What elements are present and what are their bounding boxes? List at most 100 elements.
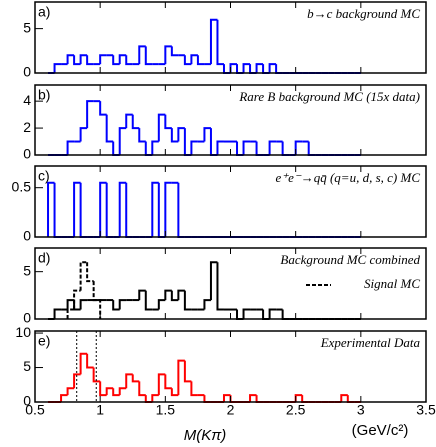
histogram-bin bbox=[255, 63, 264, 73]
histogram-bin bbox=[118, 181, 127, 237]
histogram-bin bbox=[79, 127, 88, 142]
histogram-bin bbox=[66, 299, 75, 310]
histogram-bin bbox=[73, 373, 81, 389]
histogram-bin bbox=[268, 308, 277, 319]
histogram-bin bbox=[170, 46, 179, 57]
histogram-bin bbox=[275, 64, 283, 74]
histogram-bin bbox=[144, 46, 153, 66]
histogram-bin bbox=[138, 289, 146, 301]
histogram-bin bbox=[125, 55, 133, 66]
histogram-bin bbox=[79, 299, 88, 310]
x-tick-label: 0.5 bbox=[25, 402, 45, 418]
histogram-bin bbox=[151, 140, 159, 155]
histogram-bin bbox=[164, 181, 172, 237]
histogram-bin bbox=[73, 289, 81, 310]
histogram-bin bbox=[99, 101, 107, 116]
y-tick-label: 5 bbox=[23, 358, 31, 374]
histogram-bin bbox=[307, 141, 316, 156]
panel-label: d) bbox=[38, 250, 50, 266]
histogram-bin bbox=[190, 54, 198, 65]
histogram-bin bbox=[281, 141, 290, 156]
histogram-bin bbox=[177, 359, 185, 396]
histogram-bin bbox=[125, 182, 133, 238]
histogram-bin bbox=[151, 394, 159, 402]
histogram-bin bbox=[118, 299, 127, 310]
y-tick-label: 5 bbox=[23, 262, 31, 278]
panel-label: a) bbox=[38, 4, 50, 20]
histogram-bin bbox=[281, 309, 290, 320]
histogram-bin bbox=[268, 63, 277, 73]
histogram-bin bbox=[255, 141, 264, 156]
histogram-bin bbox=[99, 181, 107, 237]
histogram-bin bbox=[92, 281, 102, 319]
histogram-bin bbox=[183, 55, 192, 66]
histogram-bin bbox=[164, 45, 172, 65]
y-tick-label: 0 bbox=[23, 64, 31, 80]
histogram-bin bbox=[79, 352, 88, 375]
histogram-bin bbox=[92, 367, 101, 383]
histogram-bin bbox=[183, 290, 192, 311]
histogram-bin bbox=[118, 127, 127, 155]
histogram-bin bbox=[79, 182, 88, 238]
histogram-bin bbox=[346, 395, 355, 403]
histogram-bin bbox=[86, 353, 94, 369]
histogram-bin bbox=[66, 54, 75, 65]
x-tick-label: 1 bbox=[96, 402, 104, 418]
y-tick-label: 0 bbox=[23, 228, 31, 244]
y-tick-label: 0 bbox=[23, 146, 31, 162]
histogram-bin bbox=[53, 182, 62, 238]
histogram-bin bbox=[105, 387, 114, 396]
panel-title: Rare B background MC (15x data) bbox=[238, 89, 420, 104]
histogram-bin bbox=[53, 63, 62, 73]
histogram-bin bbox=[79, 54, 88, 65]
histogram-bin bbox=[340, 394, 348, 402]
histogram-bin bbox=[86, 262, 94, 283]
x-tick-label: 3 bbox=[357, 402, 365, 418]
panel-label: e) bbox=[38, 333, 50, 349]
histogram-bin bbox=[125, 113, 133, 129]
histogram-bin bbox=[203, 127, 211, 142]
histogram-bin bbox=[203, 395, 211, 403]
histogram-bin bbox=[209, 18, 218, 65]
histogram-bin bbox=[294, 140, 303, 155]
histogram-bin bbox=[79, 261, 88, 291]
panel-title: b→c background MC bbox=[307, 6, 420, 21]
histogram-bin bbox=[157, 373, 166, 396]
histogram-bin bbox=[112, 55, 120, 66]
histogram-bin bbox=[99, 381, 107, 397]
histogram-bin bbox=[144, 290, 153, 311]
y-tick-label: 0 bbox=[23, 393, 31, 409]
histogram-bin bbox=[203, 299, 211, 310]
x-tick-label: 2.5 bbox=[286, 402, 306, 418]
y-tick-label: 0.5 bbox=[12, 178, 32, 194]
histogram-bin bbox=[164, 114, 172, 130]
histogram-bin bbox=[177, 289, 185, 301]
histogram-bin bbox=[138, 45, 146, 65]
histogram-bin bbox=[209, 261, 218, 301]
panel-title: e⁺e⁻→qq̄ (q=u, d, s, c) MC bbox=[275, 170, 420, 185]
histogram-bin bbox=[255, 395, 264, 403]
panel-title: Background MC combined bbox=[280, 252, 420, 267]
histogram-bin bbox=[60, 394, 68, 402]
y-tick-label: 5 bbox=[23, 19, 31, 35]
histogram-bin bbox=[190, 140, 198, 155]
histogram-bin bbox=[138, 381, 146, 397]
panel-label: b) bbox=[38, 87, 50, 103]
histogram-bin bbox=[131, 114, 140, 130]
histogram-bin bbox=[177, 182, 185, 238]
histogram-bin bbox=[170, 128, 179, 143]
histogram-bin bbox=[151, 181, 159, 237]
histogram-bin bbox=[105, 182, 114, 238]
histogram-bin bbox=[157, 113, 166, 142]
histogram-bin bbox=[216, 262, 224, 311]
histogram-bin bbox=[99, 54, 107, 65]
histogram-bin bbox=[73, 181, 81, 237]
histogram-bin bbox=[177, 127, 185, 142]
x-tick-label: 1.5 bbox=[156, 402, 176, 418]
histogram-bin bbox=[112, 300, 120, 311]
panel-label: c) bbox=[38, 168, 50, 184]
histogram-bin bbox=[216, 140, 224, 155]
histogram-bin bbox=[112, 388, 120, 397]
x-axis-label: M(Kπ) bbox=[184, 427, 227, 444]
